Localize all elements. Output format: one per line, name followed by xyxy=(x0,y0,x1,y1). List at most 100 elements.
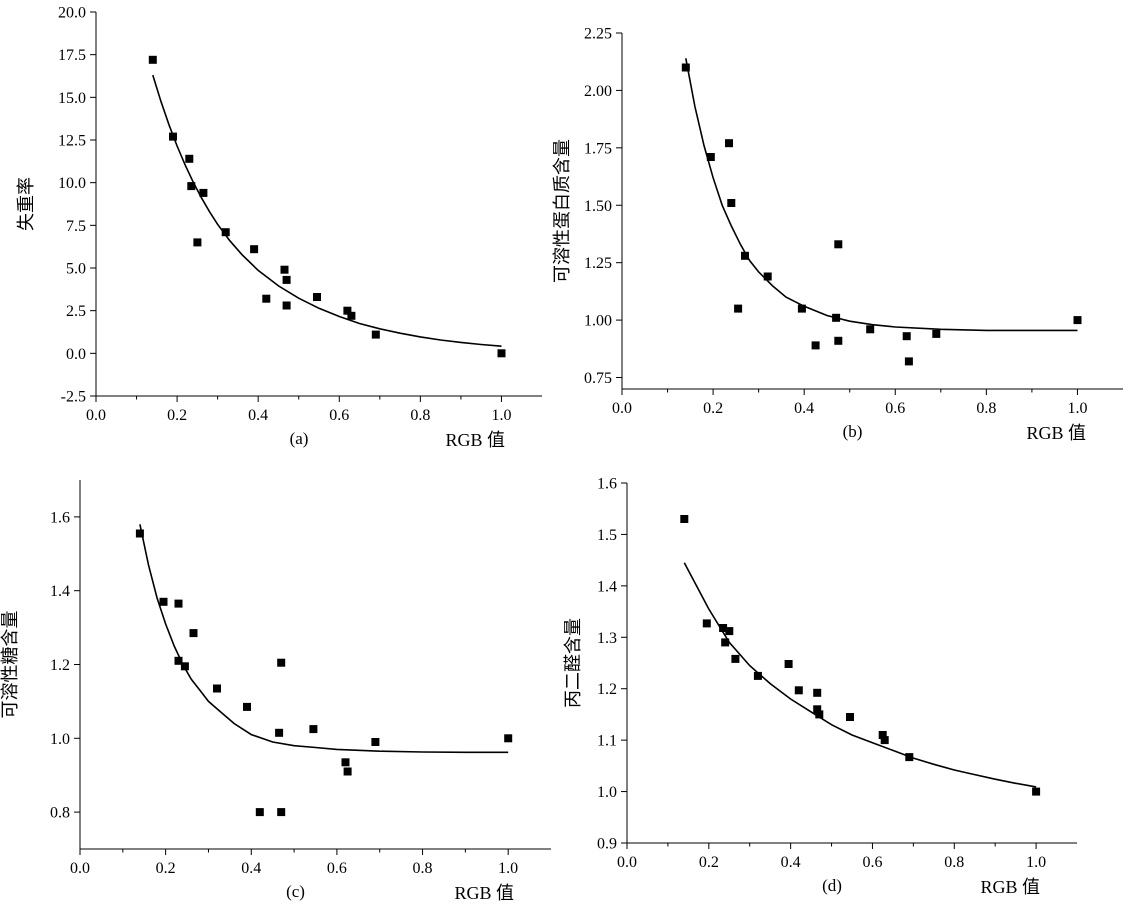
y-tick-label: 0.75 xyxy=(584,370,612,387)
y-tick-label: 1.75 xyxy=(584,140,612,157)
y-tick-label: 2.25 xyxy=(584,26,612,43)
y-tick-label: 1.25 xyxy=(584,255,612,272)
data-point xyxy=(371,330,380,339)
x-tick-label: 0.4 xyxy=(248,407,268,424)
x-tick-label: 0.8 xyxy=(944,854,964,871)
panel-label: (b) xyxy=(843,422,863,441)
y-tick-label: 1.2 xyxy=(597,681,617,698)
data-point xyxy=(719,624,728,632)
x-tick-label: 0.8 xyxy=(413,860,433,877)
y-tick-label: 1.3 xyxy=(597,630,617,647)
data-point xyxy=(347,311,356,320)
x-tick-label: 0.0 xyxy=(617,854,637,871)
data-point xyxy=(727,199,736,207)
x-tick-label: 0.0 xyxy=(70,860,90,877)
data-point xyxy=(902,332,911,341)
data-point xyxy=(174,656,183,665)
data-point xyxy=(721,638,730,647)
x-tick-label: 0.6 xyxy=(327,860,347,877)
data-point xyxy=(832,313,841,322)
data-point xyxy=(341,758,350,767)
data-point xyxy=(753,671,762,680)
data-point xyxy=(725,627,734,636)
data-point xyxy=(313,293,321,301)
data-point xyxy=(250,245,259,254)
x-axis-label: RGB 值 xyxy=(980,877,1040,897)
data-point xyxy=(834,240,843,249)
x-tick-label: 0.4 xyxy=(241,860,261,877)
data-point xyxy=(813,705,822,714)
data-point xyxy=(280,265,289,274)
data-point xyxy=(734,304,743,313)
data-point xyxy=(243,702,251,711)
y-tick-label: 20.0 xyxy=(58,5,86,22)
x-tick-label: 1.0 xyxy=(498,860,518,877)
data-point xyxy=(706,153,715,161)
panel-label: (c) xyxy=(286,882,305,901)
data-point xyxy=(846,713,854,721)
y-tick-label: 7.5 xyxy=(66,218,86,235)
y-tick-label: 1.6 xyxy=(50,509,70,526)
y-tick-label: 1.6 xyxy=(597,476,617,493)
data-point xyxy=(731,654,740,663)
data-point xyxy=(1032,787,1041,796)
x-tick-label: 0.4 xyxy=(794,400,814,417)
x-tick-label: 0.2 xyxy=(167,407,187,424)
data-point xyxy=(169,132,177,141)
chart-panel-4: 0.0 0.2 0.4 0.6 0.8 1.0 0.9 1.0 1.1 1.2 1.3 1.4 1.5 1… xyxy=(563,476,1077,897)
y-axis-label: 失重率 xyxy=(16,177,36,231)
y-tick-label: 1.4 xyxy=(50,583,70,600)
data-point xyxy=(309,725,318,734)
data-point xyxy=(185,154,194,163)
y-axis-label: 可溶性蛋白质含量 xyxy=(552,139,572,283)
data-point xyxy=(193,238,202,247)
data-point xyxy=(834,336,843,345)
data-point xyxy=(815,710,824,719)
x-tick-label: 1.0 xyxy=(491,407,511,424)
y-tick-label: 2.00 xyxy=(584,83,612,100)
fit-curve xyxy=(139,524,509,754)
data-point xyxy=(159,597,168,606)
x-tick-label: 0.2 xyxy=(699,854,719,871)
x-tick-label: 1.0 xyxy=(1067,400,1087,417)
panel-label: (a) xyxy=(290,429,309,448)
chart-panel-3: 0.0 0.2 0.4 0.6 0.8 1.0 0.8 1.0 1.2 1.4 1.6 (c) RGB … xyxy=(0,480,551,903)
data-point xyxy=(277,808,286,817)
x-tick-label: 0.6 xyxy=(329,407,349,424)
panel-label: (d) xyxy=(822,876,842,895)
x-axis-label: RGB 值 xyxy=(454,883,514,903)
data-point xyxy=(282,275,291,284)
data-point xyxy=(811,341,820,350)
y-tick-label: 17.5 xyxy=(58,47,86,64)
data-point xyxy=(880,736,889,745)
y-tick-label: 1.2 xyxy=(50,657,70,674)
data-point xyxy=(221,228,230,237)
x-tick-label: 0.2 xyxy=(156,860,176,877)
data-point xyxy=(135,529,144,538)
data-point xyxy=(702,619,711,628)
y-axis-label: 丙二醛含量 xyxy=(563,618,583,708)
y-tick-label: 1.5 xyxy=(597,527,617,544)
data-point xyxy=(504,734,513,743)
data-point xyxy=(371,738,380,746)
y-tick-label: 10.0 xyxy=(58,175,86,192)
data-point xyxy=(275,728,284,737)
data-point xyxy=(282,301,291,310)
data-point xyxy=(1073,316,1082,325)
data-point xyxy=(741,251,749,260)
y-tick-label: 1.0 xyxy=(50,731,70,748)
data-point xyxy=(277,658,286,667)
y-tick-label: 1.1 xyxy=(597,733,617,750)
y-tick-label: 1.50 xyxy=(584,198,612,215)
y-tick-label: 5.0 xyxy=(66,261,86,278)
x-axis-label: RGB 值 xyxy=(1026,423,1086,443)
data-point xyxy=(878,731,887,739)
data-point xyxy=(148,55,157,64)
data-point xyxy=(784,660,793,668)
y-tick-label: 1.00 xyxy=(584,313,612,330)
data-point xyxy=(213,684,221,693)
fit-curve xyxy=(685,58,1078,332)
x-tick-label: 1.0 xyxy=(1026,854,1046,871)
data-point xyxy=(866,325,875,334)
